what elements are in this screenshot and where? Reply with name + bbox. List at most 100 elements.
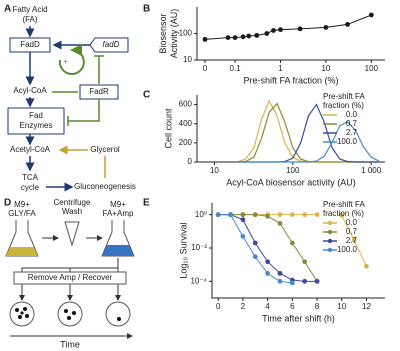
point: [215, 212, 221, 218]
point: [271, 28, 276, 33]
x-tick-label: 0: [203, 64, 208, 73]
box: [13, 271, 127, 285]
legend-marker: [327, 220, 333, 226]
node-label: cycle: [21, 183, 40, 192]
inhibit: [68, 99, 100, 122]
legend-label: 0.7: [346, 119, 358, 128]
panel-label: B: [143, 4, 150, 15]
point: [364, 263, 369, 269]
point: [289, 240, 295, 246]
step-label: M9+: [110, 200, 126, 209]
x-tick-label: 6: [290, 302, 295, 311]
point: [277, 270, 283, 276]
series-line: [237, 103, 380, 163]
legend-label: 2.7: [346, 128, 358, 137]
series-line: [218, 214, 367, 267]
point: [297, 26, 303, 32]
step-label: FA+Amp: [103, 209, 134, 218]
axes: [196, 7, 385, 61]
legend-label: 0.0: [346, 110, 358, 119]
point: [323, 24, 329, 30]
x-tick-label: 2: [241, 302, 246, 311]
point: [277, 220, 283, 226]
colonies: [15, 307, 121, 321]
point: [278, 27, 283, 33]
point: [254, 32, 260, 38]
legend-label: 0.7: [346, 227, 358, 236]
x-tick-label: 10: [210, 166, 219, 175]
x-tick-label: 0: [216, 302, 221, 311]
y-axis-label: Cell count: [163, 108, 173, 149]
node-label: FadD: [20, 40, 40, 49]
x-axis-label: Acyl-CoA biosensor activity (AU): [226, 177, 356, 187]
panel-label: C: [143, 90, 150, 101]
point: [264, 31, 270, 36]
point: [277, 278, 283, 284]
legend-marker: [327, 229, 333, 235]
point: [368, 12, 374, 18]
point: [225, 35, 231, 41]
diagram-a: A Fatty Acid (FA) FadD fadD + Acyl-CoA F…: [4, 4, 136, 192]
point: [265, 213, 271, 219]
x-tick-label: 0.1: [230, 64, 242, 73]
legend-title: Pre-shift FA: [323, 200, 365, 209]
x-tick-label: 1: [278, 64, 283, 73]
legend-marker: [327, 247, 333, 253]
legend-marker: [327, 238, 333, 244]
node-label: Glycerol: [90, 145, 120, 154]
point: [314, 278, 320, 284]
node-label: Acyl-CoA: [13, 86, 47, 95]
series-line: [204, 14, 372, 40]
loop: [58, 44, 85, 75]
point: [302, 259, 308, 265]
x-axis-label: Pre-shift FA fraction (%): [243, 75, 338, 85]
point: [202, 36, 208, 42]
legend-label: 100.0: [337, 137, 358, 146]
legend-title: Pre-shift FA: [323, 92, 365, 101]
legend-label: 0.0: [346, 218, 358, 227]
point: [339, 213, 345, 218]
y-tick-label: 400: [179, 119, 193, 128]
panel-label: E: [143, 198, 150, 209]
x-axis-label: Time after shift (h): [262, 313, 335, 323]
point: [314, 212, 320, 218]
y-tick-label: 0: [188, 157, 193, 166]
point: [289, 280, 295, 286]
legend-label: 2.7: [346, 236, 358, 245]
node-label: FadR: [89, 87, 109, 96]
y-tick-label: 600: [179, 100, 193, 109]
step-label: Centrifuge: [54, 198, 91, 207]
point: [252, 240, 258, 246]
point: [345, 22, 350, 27]
axes: [211, 203, 385, 299]
x-tick-label: 12: [362, 302, 371, 311]
plate: [105, 301, 131, 327]
y-tick-label: 100: [179, 29, 193, 38]
x-tick-label: 100: [365, 64, 379, 73]
y-axis-label: Biosensor: [158, 13, 168, 53]
point: [265, 259, 271, 265]
step-label: M9+: [14, 200, 30, 209]
point: [289, 212, 295, 218]
point: [265, 270, 271, 276]
medium: [102, 245, 134, 256]
point: [240, 212, 246, 218]
point: [232, 35, 238, 41]
step-label: Wash: [62, 207, 82, 216]
x-tick-label: 10: [321, 64, 330, 73]
y-axis-label: Activity (AU): [169, 9, 179, 59]
node-label: (FA): [22, 15, 37, 24]
point: [246, 33, 252, 39]
x-tick-label: 1 000: [361, 166, 382, 175]
y-tick-label: 200: [179, 138, 193, 147]
point: [302, 212, 308, 218]
x-tick-label: 4: [265, 302, 270, 311]
node-label: Fatty Acid: [12, 5, 47, 14]
x-tick-label: 10: [337, 302, 346, 311]
series-line: [237, 102, 380, 163]
point: [302, 278, 308, 284]
node-label: Enzymes: [20, 121, 53, 130]
step-label: GLY/FA: [8, 209, 36, 218]
medium: [6, 247, 38, 256]
